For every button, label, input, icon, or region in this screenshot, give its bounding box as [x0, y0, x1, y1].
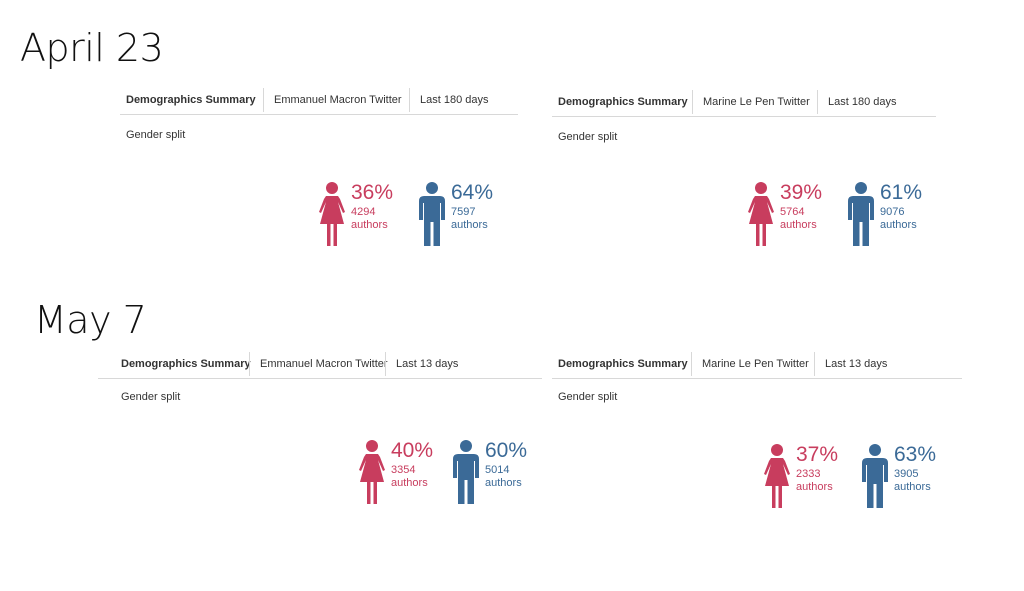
female-percentage: 40%: [391, 439, 434, 462]
demographics-panel-macron-april: Demographics Summary Emmanuel Macron Twi…: [120, 88, 518, 258]
tab-demographics-summary[interactable]: Demographics Summary: [126, 94, 256, 106]
male-author-unit: authors: [485, 477, 522, 489]
demographics-panel-le-pen-april: Demographics Summary Marine Le Pen Twitt…: [552, 90, 936, 260]
male-stat: 60% 5014 authors: [451, 440, 531, 510]
panel-tab-bar: Demographics Summary Emmanuel Macron Twi…: [120, 88, 518, 115]
male-percentage: 61%: [880, 181, 923, 204]
female-stat: 36% 4294 authors: [317, 182, 397, 252]
male-person-icon: [846, 182, 876, 248]
female-person-icon: [746, 182, 776, 248]
tab-source-marine-le-pen-twitter[interactable]: Marine Le Pen Twitter: [691, 352, 809, 376]
male-stat: 61% 9076 authors: [846, 182, 926, 252]
male-author-unit: authors: [451, 219, 488, 231]
female-person-icon: [357, 440, 387, 506]
tab-demographics-summary[interactable]: Demographics Summary: [558, 358, 688, 370]
demographics-panel-macron-may: Demographics Summary Emmanuel Macron Twi…: [98, 352, 542, 512]
female-author-count: 5764: [780, 206, 805, 218]
tab-source-marine-le-pen-twitter[interactable]: Marine Le Pen Twitter: [692, 90, 810, 114]
male-person-icon: [451, 440, 481, 506]
female-stat: 39% 5764 authors: [746, 182, 826, 252]
gender-split-label: Gender split: [558, 391, 618, 403]
tab-period-last-180-days[interactable]: Last 180 days: [409, 88, 489, 112]
panel-tab-bar: Demographics Summary Emmanuel Macron Twi…: [98, 352, 542, 379]
female-person-icon: [317, 182, 347, 248]
male-author-count: 5014: [485, 464, 510, 476]
female-author-unit: authors: [796, 481, 833, 493]
female-author-unit: authors: [351, 219, 388, 231]
male-person-icon: [860, 444, 890, 510]
male-author-count: 9076: [880, 206, 905, 218]
tab-period-last-13-days[interactable]: Last 13 days: [385, 352, 458, 376]
tab-source-emmanuel-macron-twitter[interactable]: Emmanuel Macron Twitter: [263, 88, 402, 112]
demographics-panel-le-pen-may: Demographics Summary Marine Le Pen Twitt…: [552, 352, 962, 512]
female-author-unit: authors: [391, 477, 428, 489]
female-percentage: 37%: [796, 443, 839, 466]
tab-source-emmanuel-macron-twitter[interactable]: Emmanuel Macron Twitter: [249, 352, 388, 376]
female-percentage: 36%: [351, 181, 394, 204]
male-percentage: 64%: [451, 181, 494, 204]
gender-split-label: Gender split: [121, 391, 181, 403]
male-person-icon: [417, 182, 447, 248]
male-author-count: 7597: [451, 206, 476, 218]
male-author-unit: authors: [880, 219, 917, 231]
female-author-unit: authors: [780, 219, 817, 231]
female-stat: 37% 2333 authors: [762, 444, 842, 514]
female-percentage: 39%: [780, 181, 823, 204]
gender-split-label: Gender split: [558, 131, 618, 143]
tab-period-last-180-days[interactable]: Last 180 days: [817, 90, 897, 114]
gender-split-label: Gender split: [126, 129, 186, 141]
male-stat: 63% 3905 authors: [860, 444, 940, 514]
tab-period-last-13-days[interactable]: Last 13 days: [814, 352, 887, 376]
male-percentage: 63%: [894, 443, 937, 466]
female-stat: 40% 3354 authors: [357, 440, 437, 510]
male-percentage: 60%: [485, 439, 528, 462]
female-author-count: 3354: [391, 464, 416, 476]
female-author-count: 2333: [796, 468, 821, 480]
female-person-icon: [762, 444, 792, 510]
male-stat: 64% 7597 authors: [417, 182, 497, 252]
male-author-count: 3905: [894, 468, 919, 480]
male-author-unit: authors: [894, 481, 931, 493]
section-title-april-23: April 23: [20, 26, 164, 70]
tab-demographics-summary[interactable]: Demographics Summary: [121, 358, 251, 370]
section-title-may-7: May 7: [34, 298, 147, 342]
panel-tab-bar: Demographics Summary Marine Le Pen Twitt…: [552, 352, 962, 379]
panel-tab-bar: Demographics Summary Marine Le Pen Twitt…: [552, 90, 936, 117]
tab-demographics-summary[interactable]: Demographics Summary: [558, 96, 688, 108]
female-author-count: 4294: [351, 206, 376, 218]
